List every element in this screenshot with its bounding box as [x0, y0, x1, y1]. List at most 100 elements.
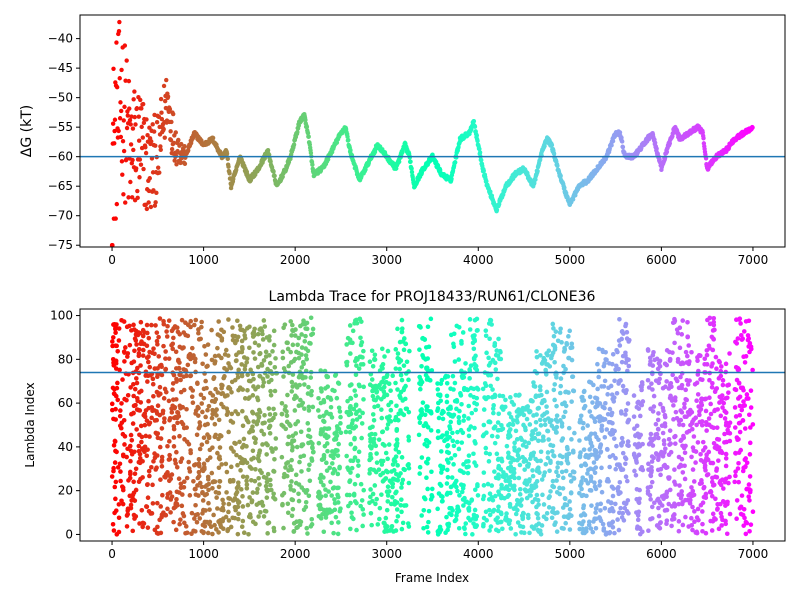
lambda-point [360, 523, 365, 529]
lambda-point [355, 458, 361, 464]
dg-point [110, 121, 116, 126]
dg-point [128, 179, 133, 185]
lambda-point [192, 322, 197, 328]
dg-x-tick-label: 3000 [371, 253, 402, 267]
lambda-point [569, 437, 574, 442]
dg-point [135, 195, 140, 201]
lambda-point [244, 478, 249, 484]
lambda-point [286, 363, 292, 369]
lambda-point [164, 334, 170, 339]
lambda-point [175, 410, 180, 415]
lambda-point [598, 449, 604, 455]
lambda-point [281, 374, 286, 379]
lambda-point [174, 489, 180, 495]
lambda-point [236, 367, 241, 373]
dg-point [558, 173, 563, 179]
lambda-point [606, 361, 612, 366]
lambda-point [582, 461, 588, 467]
lambda-point [331, 530, 336, 536]
lambda-point [151, 346, 156, 351]
lambda-point [150, 350, 155, 356]
lambda-point [654, 523, 660, 528]
lambda-point [655, 497, 660, 503]
lambda-point [318, 494, 324, 499]
lambda-point [420, 400, 426, 405]
lambda-point [552, 343, 558, 349]
lambda-point [127, 475, 133, 481]
lambda-point [336, 381, 342, 386]
lambda-point [113, 406, 118, 412]
lambda-point [562, 409, 568, 415]
lambda-point [199, 467, 205, 472]
lambda-point [133, 487, 139, 493]
lambda-point [496, 472, 501, 477]
dg-point [145, 132, 150, 138]
lambda-point [227, 478, 233, 483]
lambda-point [186, 459, 191, 465]
lambda-point [508, 474, 514, 480]
lambda-point [256, 458, 262, 464]
lambda-point [466, 433, 472, 439]
lambda-point [175, 420, 180, 426]
lambda-point [564, 458, 570, 464]
lambda-point [685, 353, 690, 359]
lambda-point [371, 436, 377, 442]
dg-point [122, 104, 127, 110]
lambda-point [335, 471, 341, 477]
lambda-point [639, 380, 645, 385]
lambda-point [184, 425, 189, 430]
lambda-point [450, 438, 456, 444]
lambda-point [389, 469, 394, 474]
lambda-point [399, 485, 404, 490]
lambda-point [116, 326, 122, 331]
lambda-point [286, 468, 291, 473]
lambda-point [533, 419, 539, 425]
lambda-point [333, 447, 339, 453]
dg-point [345, 134, 350, 139]
lambda-point [150, 381, 156, 387]
lambda-point [248, 367, 253, 373]
lambda-point [257, 351, 263, 356]
dg-point [154, 120, 160, 125]
lambda-point [571, 388, 577, 394]
lambda-point [260, 442, 265, 447]
lambda-point [395, 351, 401, 356]
lambda-point [162, 416, 167, 421]
dg-point [112, 141, 117, 146]
lambda-point [226, 385, 231, 391]
lambda-point [114, 385, 120, 391]
lambda-point [509, 399, 515, 405]
dg-point [169, 119, 174, 125]
lambda-point [614, 443, 619, 449]
lambda-point [467, 376, 472, 381]
lambda-point [216, 417, 222, 423]
lambda-point [436, 415, 442, 421]
lambda-point [116, 338, 122, 343]
lambda-point [461, 418, 466, 423]
lambda-point [154, 530, 160, 536]
lambda-point [179, 419, 184, 425]
lambda-point [256, 514, 261, 519]
lambda-point [440, 433, 445, 438]
lambda-point [234, 452, 239, 458]
lambda-point [225, 528, 230, 534]
lambda-point [195, 404, 201, 410]
lambda-point [265, 374, 270, 379]
lambda-point [279, 454, 285, 460]
lambda-point [304, 320, 310, 326]
dg-point [472, 124, 478, 129]
lambda-point [170, 403, 175, 409]
lambda-point [429, 492, 435, 498]
lambda-point [503, 397, 508, 403]
lambda-point [220, 390, 225, 396]
lambda-point [423, 372, 429, 378]
lambda-point [290, 327, 295, 333]
lambda-point [418, 325, 423, 330]
lambda-point [537, 417, 543, 423]
lambda-point [610, 420, 615, 426]
lambda-point [424, 365, 430, 371]
lambda-point [136, 443, 142, 449]
lambda-point [348, 396, 354, 401]
dg-point [157, 170, 162, 175]
lambda-point [619, 411, 624, 416]
